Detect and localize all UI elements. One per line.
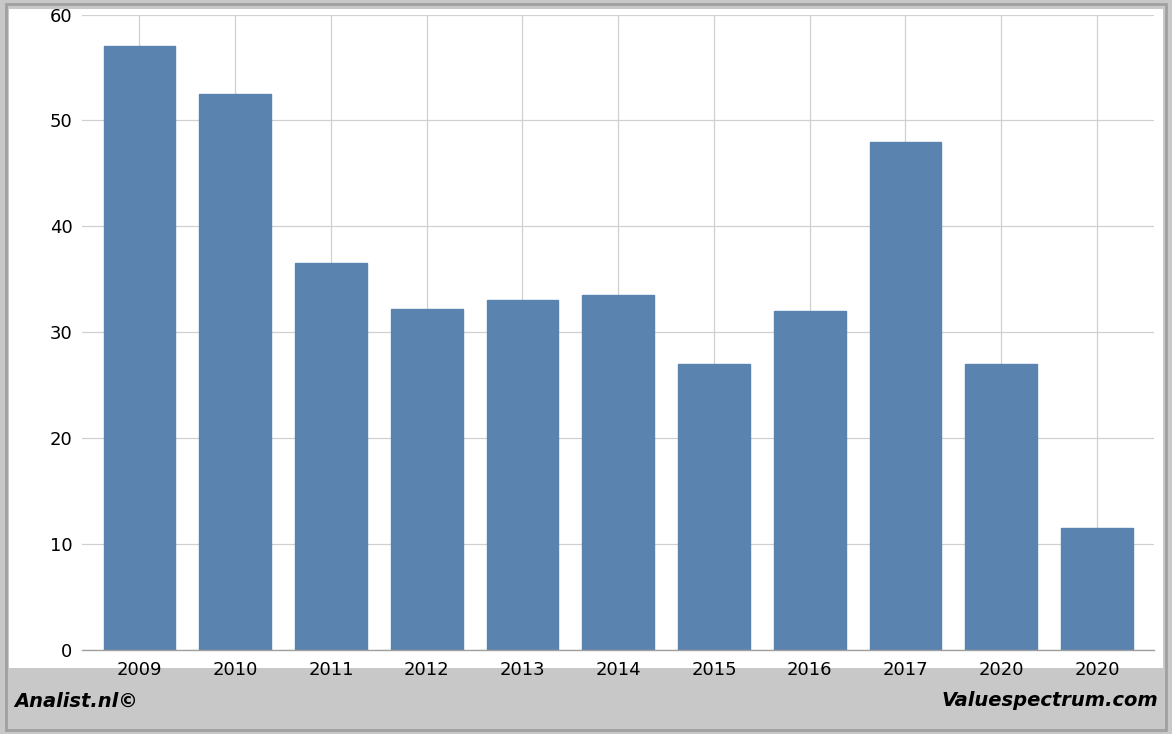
Bar [1061, 528, 1133, 650]
Bar [295, 264, 367, 650]
Bar [774, 311, 846, 650]
Bar [486, 300, 558, 650]
Bar [390, 309, 463, 650]
Bar [199, 94, 271, 650]
Text: Valuespectrum.com: Valuespectrum.com [941, 691, 1158, 711]
Bar [9, 9, 1163, 668]
Bar [582, 295, 654, 650]
Bar [870, 142, 941, 650]
Bar [966, 364, 1037, 650]
Text: Analist.nl©: Analist.nl© [14, 691, 138, 711]
Bar [679, 364, 750, 650]
Bar [103, 46, 176, 650]
